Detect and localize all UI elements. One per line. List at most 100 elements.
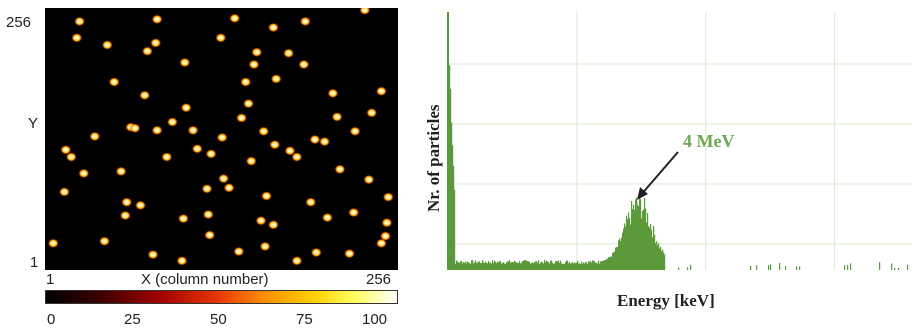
histogram-bar xyxy=(662,249,664,270)
particle-spot xyxy=(291,256,303,266)
histogram-bar xyxy=(678,267,680,270)
histogram-bar xyxy=(660,246,662,270)
particle-spot xyxy=(147,249,159,260)
x-axis-label: X (column number) xyxy=(141,271,269,288)
histogram-bar xyxy=(506,262,508,270)
histogram-bar xyxy=(524,260,526,270)
particle-spot xyxy=(258,126,270,137)
particle-spot xyxy=(74,16,86,27)
particle-spot xyxy=(331,112,343,122)
peak-annotation: 4 MeV xyxy=(683,131,735,151)
histogram-bar xyxy=(578,263,580,270)
particle-spot xyxy=(267,22,279,33)
histogram-bar xyxy=(501,263,503,270)
histogram-bar xyxy=(513,262,515,270)
histogram-bar xyxy=(503,262,505,270)
histogram-bar xyxy=(587,264,589,270)
histogram-bar xyxy=(537,262,539,270)
histogram-bar xyxy=(594,261,596,270)
histogram-bar xyxy=(570,263,572,270)
histogram-bar xyxy=(574,262,576,270)
histogram-bar xyxy=(610,256,612,270)
particle-spot xyxy=(216,132,228,143)
histogram-bar xyxy=(480,262,482,270)
histogram-bar xyxy=(491,263,493,270)
histogram-bar xyxy=(542,262,544,270)
particle-spot xyxy=(166,117,178,127)
histogram-bar xyxy=(606,259,608,270)
histogram-bar xyxy=(532,262,534,270)
particle-spot xyxy=(177,213,189,224)
particle-spot xyxy=(359,8,371,15)
histogram-bar xyxy=(453,166,455,270)
particle-spot xyxy=(151,14,163,25)
histogram-bar xyxy=(617,246,619,270)
particle-spot xyxy=(151,125,163,136)
histogram-bar xyxy=(633,204,635,270)
particle-spot xyxy=(179,57,191,68)
histogram-bar xyxy=(502,263,504,270)
histogram-bar xyxy=(468,262,470,270)
particle-spot xyxy=(270,74,282,84)
particle-spot xyxy=(58,187,70,197)
histogram-bar xyxy=(649,227,651,270)
particle-spot xyxy=(375,238,387,249)
histogram-bar xyxy=(565,261,567,270)
histogram-bar xyxy=(654,234,656,270)
histogram-bar xyxy=(646,222,648,270)
histogram-bar xyxy=(601,261,603,270)
particle-spot xyxy=(218,173,230,184)
histogram-bar xyxy=(551,260,553,270)
particle-spot xyxy=(204,230,216,240)
particle-spot xyxy=(382,192,394,202)
particle-spot xyxy=(101,40,113,50)
histogram-x-label: Energy [keV] xyxy=(617,291,715,310)
particle-spot xyxy=(380,231,391,241)
histogram-bar xyxy=(687,267,689,270)
energy-histogram xyxy=(447,12,912,270)
histogram-bar xyxy=(642,210,644,270)
histogram-bar xyxy=(620,240,622,270)
particle-spot xyxy=(259,241,271,252)
particle-spot xyxy=(251,47,263,57)
histogram-bar xyxy=(548,262,550,270)
colorbar-tick-50: 50 xyxy=(210,311,227,328)
histogram-bar xyxy=(568,263,570,270)
histogram-bar xyxy=(564,263,566,270)
histogram-bar xyxy=(454,189,456,270)
histogram-bar xyxy=(495,262,497,270)
histogram-bar xyxy=(547,261,549,270)
histogram-bar xyxy=(550,260,552,270)
histogram-bar xyxy=(645,208,647,270)
histogram-bar xyxy=(482,260,484,270)
particle-spot xyxy=(119,210,131,221)
histogram-bar xyxy=(629,218,631,270)
histogram-bar xyxy=(469,263,471,270)
histogram-bar xyxy=(844,265,846,270)
histogram-bar xyxy=(527,261,529,270)
histogram-bar xyxy=(505,263,507,270)
histogram-bar xyxy=(555,261,557,270)
histogram-bar xyxy=(605,259,607,270)
particle-spot xyxy=(223,183,235,193)
particle-spot xyxy=(248,59,260,70)
histogram-bar xyxy=(768,265,770,270)
histogram-bar xyxy=(519,261,521,270)
particle-spot xyxy=(334,164,346,175)
particle-spot xyxy=(305,197,317,207)
histogram-bar xyxy=(563,263,565,270)
histogram-bar xyxy=(460,260,462,270)
particle-spot xyxy=(310,247,322,258)
histogram-bar xyxy=(472,260,474,270)
colorbar-tick-0: 0 xyxy=(47,311,56,328)
histogram-bar xyxy=(582,263,584,270)
histogram-bar xyxy=(553,263,555,270)
particle-spot xyxy=(236,113,248,123)
histogram-bar xyxy=(498,262,500,270)
histogram-bar xyxy=(604,260,606,270)
histogram-bar xyxy=(514,260,516,270)
histogram-bar xyxy=(562,263,564,270)
histogram-bar xyxy=(485,261,487,270)
particle-spot xyxy=(269,139,281,150)
particle-spot xyxy=(115,166,127,177)
